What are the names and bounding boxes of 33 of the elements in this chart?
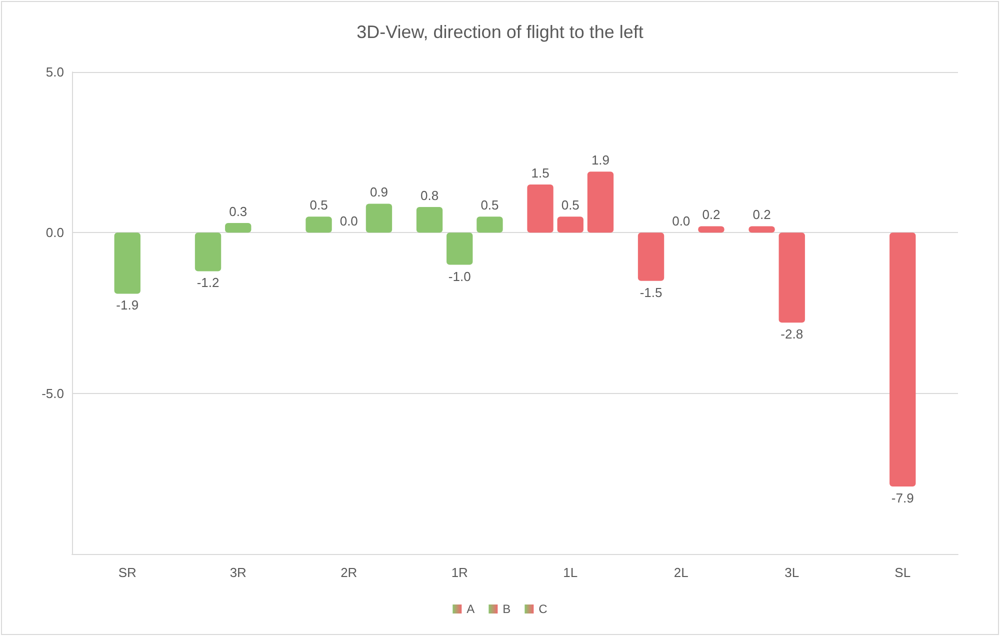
data-label: 0.2 (752, 207, 771, 222)
legend-label: A (466, 602, 475, 616)
data-label: -1.0 (448, 268, 471, 284)
data-label: 0.3 (229, 204, 248, 220)
x-tick-label: 1R (451, 565, 468, 580)
x-tick-label: 3R (230, 565, 246, 580)
data-label: -1.2 (196, 275, 220, 290)
data-label: -1.9 (116, 298, 139, 313)
data-label: 0.9 (370, 184, 388, 200)
data-label: 1.5 (531, 165, 550, 180)
y-tick-label: 5.0 (46, 64, 64, 80)
x-tick-label: 1L (563, 565, 578, 580)
x-tick-label: 2L (674, 565, 688, 580)
data-label: 0.0 (340, 214, 358, 229)
x-tick-label: SR (118, 565, 136, 580)
y-tick-label: -5.0 (42, 386, 64, 401)
data-label: -1.5 (640, 284, 662, 300)
x-tick-label: 3L (784, 565, 800, 580)
data-label: 0.5 (561, 198, 580, 213)
legend-label: C (538, 602, 548, 616)
x-tick-label: 2R (340, 565, 358, 580)
chart-title: 3D-View, direction of flight to the left (356, 22, 644, 42)
data-label: 0.2 (702, 207, 720, 222)
legend-label: B (502, 602, 511, 616)
data-label: 1.9 (591, 152, 610, 168)
data-label: 0.5 (310, 198, 328, 213)
data-label: -2.8 (780, 326, 804, 342)
data-label: 0.5 (480, 198, 499, 213)
y-tick-label: 0.0 (46, 225, 64, 240)
data-label: 0.0 (672, 214, 690, 229)
data-label: -7.9 (891, 490, 914, 506)
x-tick-label: SL (894, 565, 911, 580)
data-label: 0.8 (420, 188, 439, 203)
